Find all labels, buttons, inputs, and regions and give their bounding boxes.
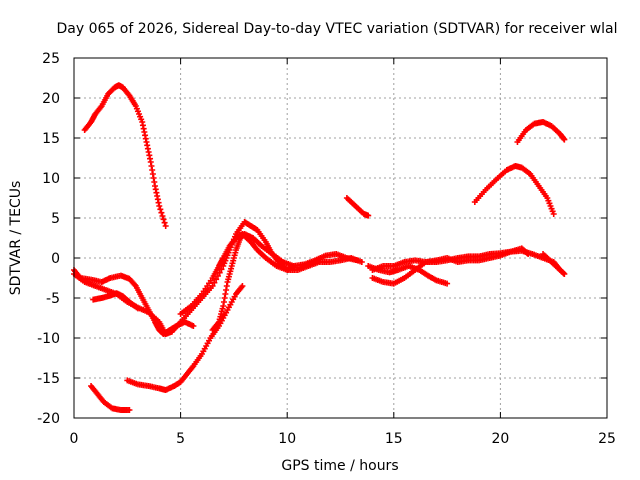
series-arc-12	[369, 245, 532, 273]
data-point	[211, 279, 218, 286]
series-arc-7	[88, 383, 133, 413]
data-point	[444, 280, 451, 287]
series-arc-9	[343, 195, 372, 219]
plot-frame	[73, 57, 608, 419]
y-tick-label: 0	[51, 251, 60, 267]
series-arc-13	[471, 163, 557, 217]
x-tick-labels: 0 5 10 15 20 25	[70, 431, 616, 447]
data-point	[134, 305, 141, 312]
series-arc-5	[177, 231, 365, 317]
y-tick-label: 20	[42, 91, 60, 107]
y-tick-label: 10	[42, 171, 60, 187]
data-point	[158, 209, 165, 216]
series-arc-6	[209, 231, 361, 333]
y-tick-label: 25	[42, 51, 60, 67]
series-arc-14	[514, 119, 568, 145]
y-axis-label: SDTVAR / TECUs	[8, 181, 24, 296]
x-tick-label: 15	[385, 431, 403, 447]
y-tick-label: -10	[37, 331, 60, 347]
y-tick-label: 5	[51, 211, 60, 227]
x-tick-label: 5	[176, 431, 185, 447]
data-point	[156, 203, 163, 209]
x-tick-label: 25	[598, 431, 616, 447]
data-point	[126, 407, 133, 413]
y-tick-label: -20	[37, 411, 60, 427]
x-tick-label: 0	[70, 431, 79, 447]
y-tick-label: -5	[46, 291, 60, 307]
series-arc-15	[540, 251, 568, 277]
series-arc-4	[90, 290, 141, 312]
data-point	[358, 259, 365, 265]
data-point	[157, 206, 164, 213]
data-point	[213, 276, 220, 283]
data-point	[524, 250, 531, 257]
data-point	[209, 283, 216, 289]
data-point	[190, 323, 197, 329]
data-point	[239, 283, 246, 289]
data-series	[71, 82, 568, 413]
series-arc-1	[81, 82, 169, 229]
data-point	[550, 211, 557, 217]
grid	[74, 58, 607, 418]
x-axis-label: GPS time / hours	[281, 458, 398, 474]
axis-ticks	[73, 57, 608, 419]
data-point	[161, 219, 168, 226]
x-tick-label: 20	[491, 431, 509, 447]
data-point	[561, 136, 568, 143]
chart-title: Day 065 of 2026, Sidereal Day-to-day VTE…	[56, 21, 617, 37]
series-arc-8	[124, 283, 246, 393]
data-point	[159, 213, 166, 219]
data-point	[354, 257, 361, 264]
x-tick-label: 10	[278, 431, 296, 447]
y-tick-label: -15	[37, 371, 60, 387]
data-point	[160, 216, 167, 223]
y-tick-labels: -20 -15 -10 -5 0 5 10 15 20 25	[37, 51, 60, 427]
data-point	[561, 271, 568, 277]
data-point	[365, 212, 372, 219]
data-point	[162, 223, 169, 229]
y-tick-label: 15	[42, 131, 60, 147]
data-point	[525, 251, 532, 257]
